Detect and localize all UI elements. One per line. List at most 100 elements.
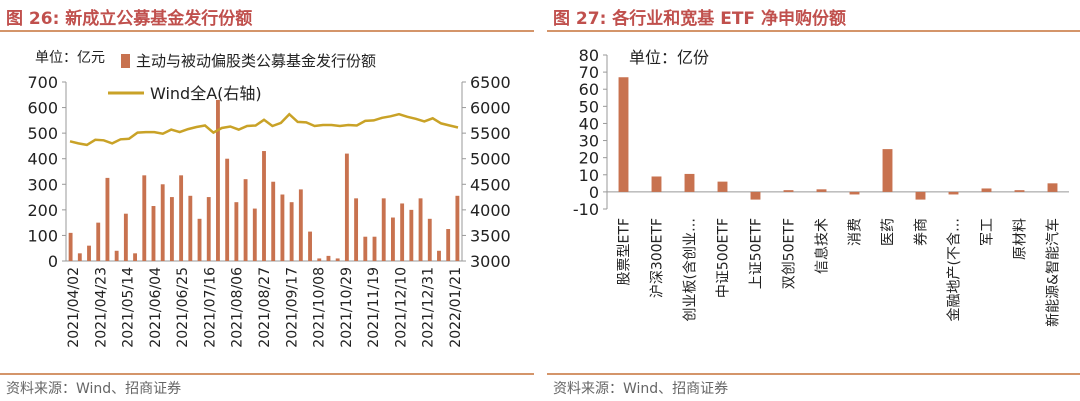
issuance-bar [271,181,276,261]
issuance-bar [381,198,386,261]
net-subscription-bar [849,191,860,195]
issuance-bar [142,175,147,261]
issuance-bar [344,153,349,261]
legend-bar-label: 主动与被动偏股类公募基金发行份额 [136,52,376,70]
y-tick-label: 50 [579,97,599,116]
x-tick-label: 2021/09/17 [284,267,300,348]
y-tick-label: -10 [573,200,599,219]
category-label: 军工 [980,218,996,246]
issuance-bar [105,177,110,261]
issuance-bar [96,222,101,261]
issuance-bar [372,236,377,261]
category-label: 医药 [881,218,897,246]
issuance-bar [114,250,119,261]
y-tick-label: 10 [579,166,599,185]
x-tick-label: 2021/12/31 [421,267,437,348]
left-y-tick-label: 0 [48,252,58,271]
issuance-bar [446,229,451,261]
left-y-tick-label: 300 [27,175,58,194]
right-top-rule [547,30,1080,32]
issuance-bar [151,206,156,261]
category-label: 上证50ETF [749,218,765,289]
y-tick-label: 70 [579,63,599,82]
issuance-bar [160,184,165,261]
net-subscription-bar [882,149,893,192]
left-y-tick-label: 100 [27,226,58,245]
x-tick-label: 2021/11/19 [366,267,382,348]
issuance-bar [437,250,441,261]
left-y-tick-label: 500 [27,124,58,143]
right-y-tick-label: 4500 [470,175,511,194]
net-subscription-bar [948,191,959,195]
category-label: 双创50ETF [782,218,798,289]
x-tick-label: 2021/08/27 [257,267,273,348]
left-y-tick-label: 600 [27,99,58,118]
right-y-tick-label: 6000 [470,99,511,118]
x-tick-label: 2021/10/08 [312,267,328,348]
issuance-bar [280,194,285,261]
y-tick-label: 40 [579,114,599,133]
issuance-bar [87,245,91,261]
net-subscription-bar [981,188,992,192]
wind-all-a-line [69,112,459,147]
issuance-bar [243,179,248,261]
issuance-bar [354,198,359,261]
right-source-note: 资料来源：Wind、招商证券 [553,381,729,397]
right-y-tick-label: 5500 [470,124,511,143]
left-unit-label: 单位：亿元 [35,50,105,66]
issuance-bar [68,232,73,261]
left-chart-panel: 图 26: 新成立公募基金发行份额 0 100 200 300 400 500 600 700… [0,0,534,401]
net-subscription-bar [1047,183,1058,192]
issuance-bar [289,202,294,261]
x-tick-label: 2021/04/02 [66,267,82,348]
x-tick-label: 2021/12/10 [393,267,409,348]
y-tick-label: 80 [579,46,599,65]
y-tick-label: 30 [579,132,599,151]
x-tick-label: 2021/05/14 [121,267,137,348]
issuance-bar [133,253,138,261]
net-subscription-bar [717,181,728,192]
right-y-tick-label: 3500 [470,226,511,245]
category-label: 新能源&智能汽车 [1045,218,1062,327]
issuance-bar [262,151,266,261]
right-figure-title: 图 27: 各行业和宽基 ETF 净申购份额 [553,9,846,29]
net-subscription-bar [915,191,926,200]
issuance-bar [363,236,368,261]
right-y-tick-label: 4000 [470,201,511,220]
net-subscription-bar [684,173,695,192]
left-top-rule [0,30,534,32]
category-label: 中证500ETF [716,218,732,298]
issuance-bar [335,258,340,261]
right-chart-panel: 图 27: 各行业和宽基 ETF 净申购份额 -10 0 10 20 30 40 50 60 7… [547,0,1080,401]
issuance-bar [317,258,322,261]
issuance-bar [298,189,303,261]
right-y-tick-label: 6500 [470,73,511,92]
issuance-bar [418,198,423,261]
x-tick-label: 2021/04/23 [93,267,109,348]
right-bottom-rule [547,373,1080,375]
left-y-tick-label: 200 [27,201,58,220]
left-chart-svg: 0 100 200 300 400 500 600 700 3000 3500 4000 4500 50… [27,50,511,348]
legend-line-label: Wind全A(右轴) [150,84,262,103]
issuance-bar [400,203,405,261]
issuance-bar [179,175,184,261]
category-label: 创业板(含创业… [683,218,699,321]
x-tick-label: 2021/07/16 [202,267,218,348]
category-label: 股票型ETF [617,218,633,285]
issuance-bar [77,253,82,261]
issuance-bar [390,217,395,261]
x-tick-label: 2022/01/21 [448,267,464,348]
issuance-bar [308,231,312,261]
issuance-bar [169,197,174,261]
issuance-bar [409,209,414,261]
y-tick-label: 60 [579,80,599,99]
issuance-bar [455,195,460,261]
net-subscription-bar [1014,190,1025,192]
issuance-bar [225,158,230,261]
issuance-bar [252,208,257,261]
issuance-bar [427,218,432,261]
x-tick-label: 2021/10/29 [339,267,355,348]
issuance-bar [123,213,128,261]
x-tick-label: 2021/06/25 [175,267,191,348]
